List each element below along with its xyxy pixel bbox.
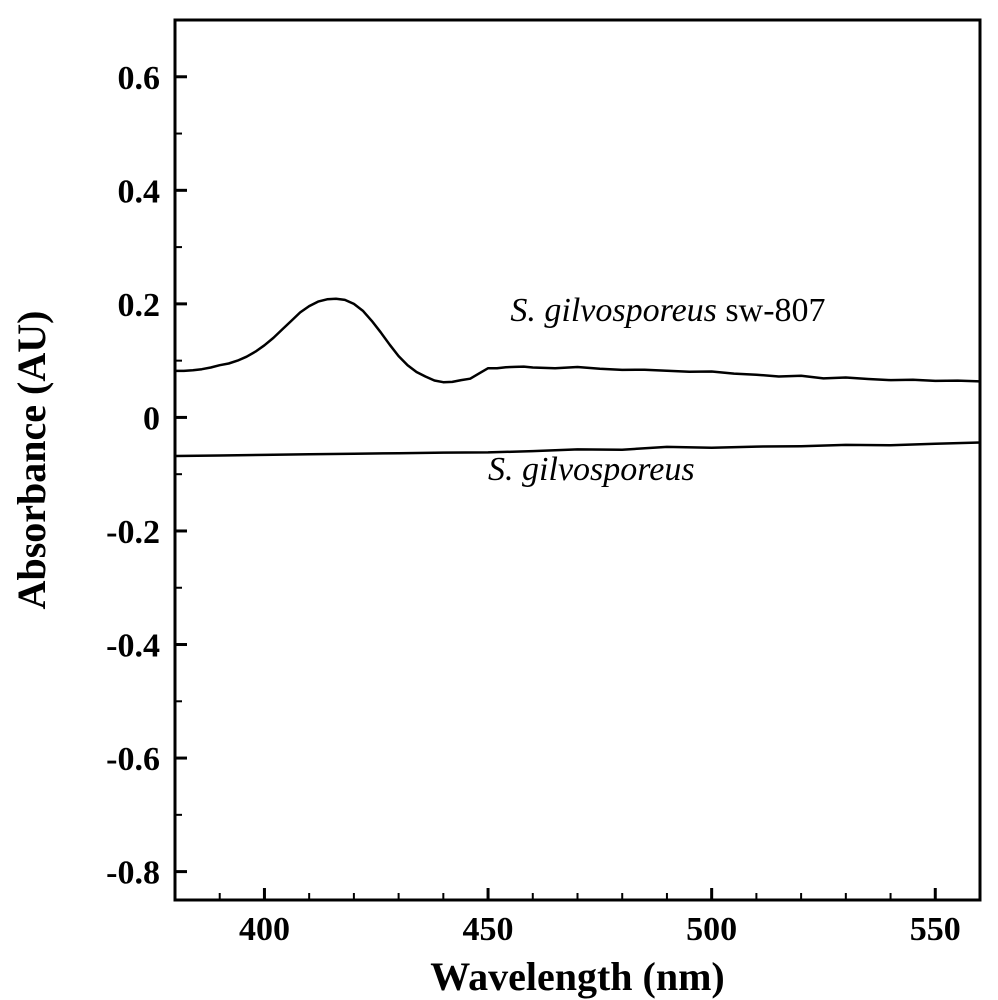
svg-text:400: 400 [239,911,290,948]
svg-text:-0.4: -0.4 [106,628,160,665]
chart-svg: 400 450 500 550 -0.8 -0.6 -0.4 -0.2 0 0.2 0.4 0.6 Wa… [0,0,998,1000]
svg-text:0: 0 [143,400,160,437]
svg-text:-0.8: -0.8 [106,855,160,892]
svg-text:0.2: 0.2 [118,287,161,324]
svg-text:450: 450 [463,911,514,948]
svg-text:500: 500 [686,911,737,948]
svg-text:550: 550 [910,911,961,948]
svg-text:Absorbance (AU): Absorbance (AU) [9,311,54,610]
svg-text:0.6: 0.6 [118,60,161,97]
series-label-wild: S. gilvosporeus [488,451,695,488]
series-label-sw-807: S. gilvosporeus sw-807 [510,292,825,329]
svg-text:0.4: 0.4 [118,173,161,210]
svg-text:Wavelength (nm): Wavelength (nm) [430,954,724,999]
svg-text:-0.6: -0.6 [106,741,160,778]
svg-text:-0.2: -0.2 [106,514,160,551]
absorbance-chart: 400 450 500 550 -0.8 -0.6 -0.4 -0.2 0 0.2 0.4 0.6 Wa… [0,0,998,1000]
